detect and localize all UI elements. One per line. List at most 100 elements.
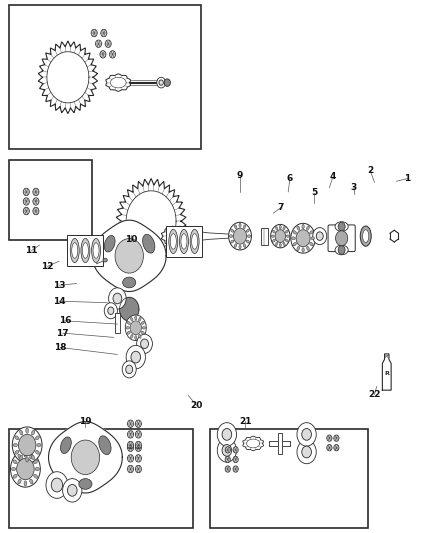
Ellipse shape (13, 443, 18, 447)
Bar (115, 313, 120, 333)
Circle shape (302, 429, 311, 440)
Text: 7: 7 (277, 204, 283, 212)
Text: 6: 6 (287, 174, 293, 183)
Ellipse shape (104, 236, 115, 252)
Ellipse shape (302, 248, 304, 252)
Circle shape (233, 447, 238, 453)
Ellipse shape (246, 229, 249, 232)
Ellipse shape (335, 222, 348, 231)
Ellipse shape (24, 452, 27, 457)
Circle shape (157, 77, 166, 88)
Ellipse shape (311, 237, 314, 240)
Ellipse shape (135, 336, 137, 340)
Ellipse shape (131, 334, 133, 338)
Circle shape (95, 40, 102, 47)
Text: 14: 14 (53, 297, 65, 305)
Ellipse shape (230, 235, 233, 237)
Circle shape (233, 456, 238, 463)
Circle shape (126, 365, 133, 374)
Circle shape (127, 465, 134, 473)
Ellipse shape (30, 454, 33, 459)
Text: R: R (384, 370, 389, 376)
Ellipse shape (138, 317, 141, 321)
Text: 1: 1 (404, 174, 410, 183)
Circle shape (275, 230, 286, 243)
Ellipse shape (181, 233, 187, 249)
Circle shape (135, 431, 141, 438)
Circle shape (108, 307, 114, 314)
Ellipse shape (276, 227, 278, 230)
Ellipse shape (15, 436, 19, 440)
Bar (210, 429, 368, 528)
Text: 2: 2 (367, 166, 373, 175)
Ellipse shape (292, 237, 295, 240)
Circle shape (296, 230, 310, 247)
Circle shape (233, 228, 247, 244)
Ellipse shape (93, 243, 99, 259)
Circle shape (164, 79, 170, 86)
Ellipse shape (272, 230, 276, 233)
Ellipse shape (92, 238, 101, 263)
Ellipse shape (127, 321, 131, 325)
Ellipse shape (72, 243, 78, 259)
Circle shape (12, 427, 42, 463)
Circle shape (135, 441, 141, 449)
Text: 12: 12 (41, 262, 53, 271)
Circle shape (23, 198, 29, 205)
Ellipse shape (37, 443, 41, 447)
Text: 20: 20 (190, 401, 202, 409)
Circle shape (71, 440, 99, 474)
Ellipse shape (131, 317, 133, 321)
Circle shape (110, 51, 116, 58)
Ellipse shape (32, 430, 35, 435)
Ellipse shape (285, 239, 288, 242)
Ellipse shape (35, 436, 39, 440)
Ellipse shape (34, 474, 38, 478)
Circle shape (63, 479, 82, 502)
Text: 16: 16 (59, 317, 71, 325)
Ellipse shape (239, 245, 241, 249)
Circle shape (225, 456, 230, 463)
Ellipse shape (246, 240, 249, 243)
Ellipse shape (79, 479, 92, 489)
Ellipse shape (20, 430, 23, 435)
Ellipse shape (363, 230, 369, 243)
Ellipse shape (26, 457, 28, 462)
Ellipse shape (243, 244, 246, 247)
FancyBboxPatch shape (328, 225, 355, 252)
Circle shape (297, 423, 316, 446)
Ellipse shape (141, 321, 145, 325)
Ellipse shape (20, 455, 23, 460)
Ellipse shape (35, 467, 39, 471)
Text: 4: 4 (330, 173, 336, 181)
Circle shape (113, 293, 122, 304)
Ellipse shape (18, 479, 21, 484)
Ellipse shape (82, 243, 88, 259)
Ellipse shape (13, 474, 17, 478)
Circle shape (127, 441, 134, 449)
Circle shape (316, 232, 323, 240)
Circle shape (336, 231, 348, 246)
Ellipse shape (310, 243, 313, 246)
Text: 17: 17 (57, 329, 69, 337)
Ellipse shape (26, 428, 28, 433)
Ellipse shape (32, 455, 35, 460)
Circle shape (233, 466, 238, 472)
Ellipse shape (234, 244, 237, 247)
Circle shape (159, 80, 163, 85)
Text: 11: 11 (25, 246, 38, 255)
Ellipse shape (271, 235, 274, 237)
Circle shape (23, 207, 29, 215)
Ellipse shape (231, 229, 234, 232)
Circle shape (217, 439, 237, 462)
Circle shape (122, 361, 136, 378)
Ellipse shape (24, 481, 27, 486)
Ellipse shape (310, 231, 313, 234)
Circle shape (135, 455, 141, 462)
Circle shape (217, 423, 237, 446)
Ellipse shape (285, 230, 288, 233)
Bar (166, 226, 202, 257)
Ellipse shape (283, 227, 285, 230)
Ellipse shape (307, 246, 309, 251)
Circle shape (141, 339, 148, 349)
